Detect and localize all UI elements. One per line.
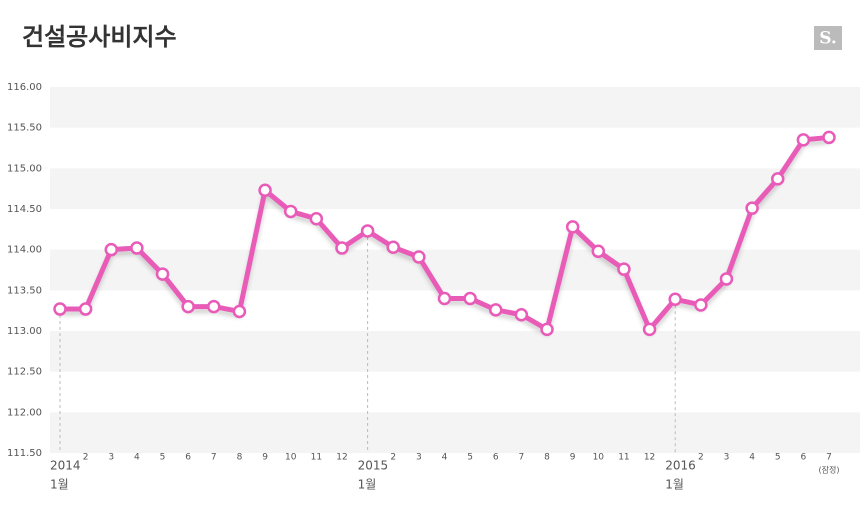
point bbox=[489, 303, 503, 317]
grid-band bbox=[50, 168, 860, 209]
y-tick-label: 112.50 bbox=[7, 367, 42, 378]
y-tick-label: 112.00 bbox=[7, 407, 42, 418]
x-tick-label: 2 bbox=[83, 453, 89, 463]
x-tick-label: 5 bbox=[775, 453, 781, 463]
point bbox=[104, 242, 119, 257]
point bbox=[130, 241, 144, 255]
point bbox=[232, 304, 247, 319]
x-tick-label: 5 bbox=[467, 453, 473, 463]
point bbox=[155, 267, 170, 281]
note: (잠정) bbox=[819, 465, 840, 475]
x-tick-label: 11 bbox=[311, 453, 322, 463]
point bbox=[694, 298, 708, 312]
x-tick-label: 10 bbox=[285, 453, 297, 463]
x-tick-label: 4 bbox=[134, 453, 140, 463]
x-tick-label: 9 bbox=[570, 453, 576, 463]
year-label: 2015 bbox=[358, 459, 389, 473]
point bbox=[796, 133, 811, 147]
y-tick-label: 113.50 bbox=[7, 285, 42, 296]
point bbox=[642, 322, 657, 337]
point bbox=[437, 291, 452, 306]
y-tick-label: 114.00 bbox=[7, 245, 42, 256]
point bbox=[283, 204, 298, 219]
point bbox=[591, 244, 606, 259]
y-tick-label: 111.50 bbox=[7, 448, 42, 459]
point bbox=[207, 299, 221, 314]
point bbox=[514, 307, 529, 322]
year-label: 2016 bbox=[665, 459, 696, 473]
grid-band bbox=[50, 412, 860, 453]
point bbox=[668, 292, 682, 307]
x-tick-label: 8 bbox=[237, 453, 243, 463]
x-tick-label: 3 bbox=[108, 453, 114, 463]
point bbox=[335, 241, 349, 255]
x-tick-label: 7 bbox=[211, 453, 217, 463]
x-tick-label: 10 bbox=[593, 453, 605, 463]
y-tick-label: 113.00 bbox=[7, 326, 42, 337]
point bbox=[181, 299, 195, 314]
point bbox=[78, 302, 93, 316]
x-tick-label: 11 bbox=[618, 453, 629, 463]
x-tick-label: 5 bbox=[160, 453, 166, 463]
point bbox=[540, 322, 554, 337]
x-tick-label: 6 bbox=[800, 453, 806, 463]
point bbox=[719, 272, 734, 286]
point bbox=[463, 291, 477, 306]
x-tick-label: 6 bbox=[185, 453, 191, 463]
point bbox=[53, 302, 67, 316]
x-tick-label: 1월 bbox=[665, 478, 684, 492]
point bbox=[386, 240, 400, 254]
grid-band bbox=[50, 331, 860, 372]
x-tick-label: 8 bbox=[544, 453, 550, 463]
y-tick-label: 114.50 bbox=[7, 204, 42, 215]
y-tick-label: 116.00 bbox=[7, 82, 42, 93]
point bbox=[617, 262, 631, 276]
x-tick-label: 3 bbox=[416, 453, 422, 463]
point bbox=[412, 250, 426, 264]
x-tick-label: 2 bbox=[698, 453, 704, 463]
point bbox=[565, 220, 580, 234]
x-tick-label: 12 bbox=[644, 453, 655, 463]
x-tick-label: 12 bbox=[336, 453, 347, 463]
x-tick-label: 3 bbox=[724, 453, 730, 463]
y-tick-label: 115.50 bbox=[7, 123, 42, 134]
logo: S. bbox=[819, 29, 837, 49]
x-tick-label: 4 bbox=[749, 453, 755, 463]
point bbox=[258, 183, 272, 198]
point bbox=[360, 224, 375, 238]
chart-title: 건설공사비지수 bbox=[22, 23, 177, 51]
point bbox=[770, 172, 785, 186]
x-tick-label: 7 bbox=[519, 453, 525, 463]
x-tick-label: 6 bbox=[493, 453, 499, 463]
x-tick-label: 2 bbox=[390, 453, 396, 463]
point bbox=[822, 130, 836, 145]
x-tick-label: 1월 bbox=[358, 478, 377, 492]
point bbox=[309, 212, 324, 226]
x-tick-label: 9 bbox=[262, 453, 268, 463]
x-tick-label: 7 bbox=[826, 453, 832, 463]
x-tick-label: 1월 bbox=[50, 478, 69, 492]
grid-band bbox=[50, 87, 860, 128]
x-tick-label: 4 bbox=[442, 453, 448, 463]
y-tick-label: 115.00 bbox=[7, 163, 42, 174]
point bbox=[745, 201, 759, 215]
logo-box bbox=[814, 26, 842, 50]
year-label: 2014 bbox=[50, 459, 81, 473]
